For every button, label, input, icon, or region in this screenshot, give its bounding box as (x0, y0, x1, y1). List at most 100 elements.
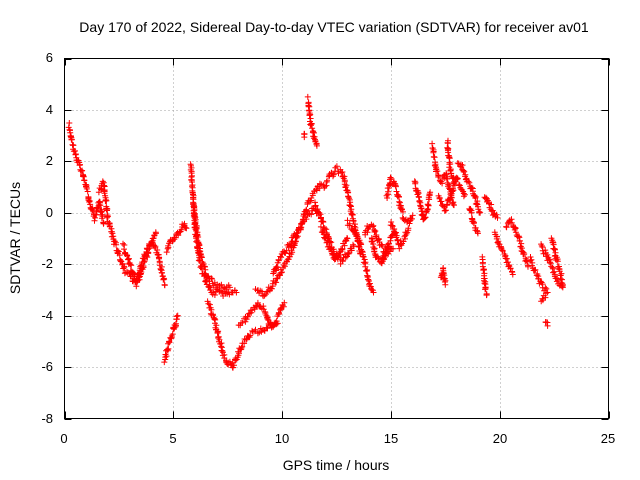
data-point (77, 161, 83, 168)
data-point (396, 199, 403, 206)
data-point (460, 167, 467, 174)
data-point (341, 178, 348, 185)
data-point (268, 285, 275, 292)
data-point (344, 235, 351, 242)
data-point (306, 111, 313, 118)
y-tick-label: 4 (46, 102, 53, 117)
data-point (449, 175, 456, 182)
data-point (279, 269, 285, 276)
data-point (444, 140, 451, 147)
data-point (317, 223, 324, 230)
data-point (339, 258, 346, 265)
data-point (287, 243, 293, 250)
data-point (128, 262, 135, 269)
data-point (148, 239, 155, 245)
data-point (348, 247, 355, 254)
x-tick-labels: 0 5 10 15 20 25 (60, 431, 615, 446)
data-point (209, 275, 215, 282)
data-point (422, 214, 429, 221)
data-point (415, 193, 422, 200)
y-tick-label: 0 (46, 205, 53, 220)
data-point (474, 230, 481, 237)
data-point (239, 319, 246, 326)
data-point (165, 345, 172, 352)
data-point (161, 359, 168, 366)
data-point (219, 285, 226, 292)
data-point (309, 192, 316, 199)
data-point (363, 268, 370, 274)
data-point (156, 255, 162, 262)
data-point (345, 250, 352, 257)
y-tick-label: -2 (41, 256, 53, 271)
data-point (389, 222, 395, 229)
data-point (274, 264, 281, 271)
data-point (551, 268, 558, 275)
data-point (472, 195, 479, 201)
data-point (557, 275, 564, 282)
data-point (154, 247, 161, 253)
data-point (421, 215, 428, 222)
data-point (273, 318, 280, 325)
data-point (175, 232, 182, 239)
data-point (121, 263, 128, 270)
data-point (252, 326, 259, 333)
data-point (431, 154, 438, 161)
data-point (450, 199, 457, 206)
data-point (465, 178, 472, 185)
data-point (365, 276, 372, 283)
data-point (83, 185, 90, 192)
data-point (307, 115, 314, 122)
data-point (195, 257, 202, 264)
data-point (435, 172, 442, 179)
data-point (308, 211, 315, 218)
data-point (198, 254, 205, 261)
data-point (424, 201, 431, 208)
data-point (451, 178, 457, 185)
data-point (115, 248, 122, 255)
data-point (386, 240, 392, 247)
data-point (500, 248, 506, 254)
data-point (544, 251, 551, 258)
data-point (84, 188, 91, 195)
data-point (313, 142, 320, 149)
data-point (406, 220, 413, 227)
data-point (101, 190, 108, 197)
data-point (358, 241, 365, 248)
data-point (208, 275, 215, 282)
data-point (481, 270, 488, 277)
data-point (138, 269, 145, 275)
plot-frame (64, 58, 609, 419)
data-point (206, 301, 213, 308)
x-tick-label: 0 (60, 431, 67, 446)
data-point (442, 281, 449, 288)
data-point (434, 168, 441, 175)
data-point (233, 289, 240, 296)
data-point (441, 207, 448, 214)
data-point (81, 177, 88, 184)
data-point (364, 229, 371, 236)
data-point (476, 208, 483, 215)
data-point (289, 249, 296, 256)
data-point (219, 347, 226, 354)
data-point (238, 344, 245, 351)
data-point (346, 222, 353, 229)
data-point (218, 281, 225, 288)
data-point (120, 240, 126, 247)
data-point (99, 178, 106, 185)
data-point (293, 230, 300, 237)
data-point (254, 299, 261, 306)
data-point (400, 208, 406, 215)
data-point (79, 167, 85, 174)
data-point (316, 180, 323, 187)
data-point (86, 198, 93, 204)
data-point (470, 220, 477, 227)
data-point (172, 234, 178, 241)
data-point (298, 224, 305, 231)
data-point (461, 191, 468, 198)
data-point (221, 351, 228, 358)
data-point (379, 243, 386, 250)
data-point (482, 285, 489, 292)
data-point (372, 228, 379, 234)
x-tick-label: 25 (601, 431, 615, 446)
